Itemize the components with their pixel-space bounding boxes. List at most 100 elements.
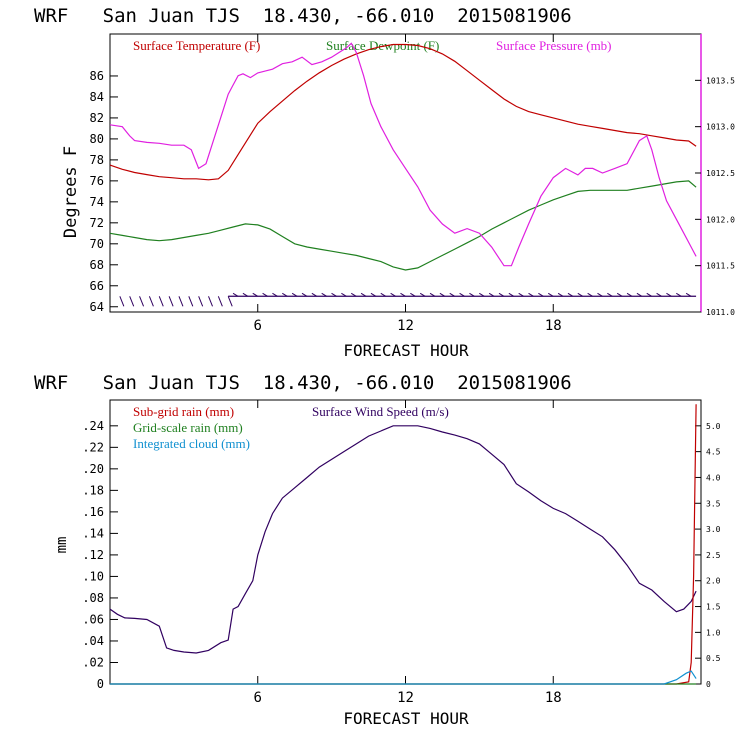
- wind-barb: [410, 292, 416, 297]
- y-tick-label: 74: [90, 195, 104, 209]
- y-tick-label: 64: [90, 300, 104, 314]
- wind-barb: [518, 292, 524, 297]
- wind-barb: [331, 292, 337, 297]
- y-tick-label: .24: [82, 419, 104, 433]
- y2-tick-label: 1011.5: [706, 262, 735, 271]
- wind-barb: [119, 296, 125, 307]
- bottom-x-axis-label: FORECAST HOUR: [343, 709, 469, 728]
- wind-barb: [557, 292, 564, 297]
- y2-tick-label: 1013.0: [706, 123, 735, 132]
- top-y-ticks: 64 66 68 70 72 74 76 78 80 82 84 86: [90, 69, 118, 314]
- wind-barb: [311, 292, 318, 297]
- x-tick-label: 18: [545, 318, 562, 334]
- y-tick-label: .14: [82, 526, 104, 540]
- wind-barb: [139, 296, 145, 307]
- wind-barb: [380, 292, 387, 297]
- wind-barb: [685, 292, 692, 297]
- y2-tick-label: 1.5: [706, 603, 721, 612]
- y-tick-label: .10: [82, 569, 104, 583]
- x-tick-label: 12: [397, 690, 414, 706]
- y2-tick-label: 5.0: [706, 422, 721, 431]
- y2-tick-label: 4.0: [706, 473, 721, 482]
- legend-gridscale-rain: Grid-scale rain (mm): [133, 420, 243, 435]
- x-tick-label: 6: [254, 690, 262, 706]
- wind-barb: [479, 292, 485, 297]
- wind-barb: [272, 292, 278, 297]
- wind-barb: [616, 292, 623, 297]
- wind-barb: [208, 296, 213, 307]
- y-tick-label: .20: [82, 462, 104, 476]
- top-y-axis-label: Degrees F: [61, 146, 81, 238]
- y-tick-label: .18: [82, 483, 104, 497]
- wind-barb: [449, 292, 456, 297]
- top-x-axis-label: FORECAST HOUR: [343, 341, 469, 360]
- bottom-y-ticks: 0 .02 .04 .06 .08 .10 .12 .14 .16 .18 .20 .22 .24: [82, 419, 118, 691]
- legend-surface-wind-speed: Surface Wind Speed (m/s): [312, 404, 449, 419]
- wind-barb: [676, 292, 682, 297]
- temperature-pressure-panel: WRF San Juan TJS 18.430, -66.010 2015081…: [34, 5, 735, 360]
- wind-barb: [538, 292, 544, 297]
- y-tick-label: 68: [90, 258, 104, 272]
- y2-tick-label: 3.0: [706, 525, 721, 534]
- wind-barb: [148, 296, 154, 307]
- wind-barb: [469, 292, 475, 297]
- bottom-legend: Sub-grid rain (mm) Grid-scale rain (mm) …: [133, 404, 449, 451]
- y-tick-label: .04: [82, 634, 104, 648]
- x-tick-label: 18: [545, 690, 562, 706]
- wind-barb: [262, 292, 268, 297]
- wind-barb: [129, 296, 135, 307]
- top-chart-title: WRF San Juan TJS 18.430, -66.010 2015081…: [34, 5, 572, 27]
- wind-barb: [400, 292, 406, 297]
- wind-barb: [217, 296, 223, 307]
- wind-barb: [459, 292, 465, 297]
- wind-barb: [232, 292, 239, 297]
- y2-tick-label: 1012.0: [706, 215, 735, 224]
- y-tick-label: .02: [82, 655, 104, 669]
- legend-integrated-cloud: Integrated cloud (mm): [133, 436, 250, 451]
- legend-subgrid-rain: Sub-grid rain (mm): [133, 404, 234, 419]
- x-tick-label: 12: [397, 318, 414, 334]
- y-tick-label: 78: [90, 153, 104, 167]
- wind-barb: [597, 292, 603, 297]
- y-tick-label: 70: [90, 237, 104, 251]
- wind-barb: [498, 292, 505, 297]
- series-surface-temperature-f: [109, 43, 697, 181]
- y-tick-label: 84: [90, 90, 104, 104]
- wind-barbs: [119, 292, 697, 307]
- bottom-y2-ticks: 0 0.5 1.0 1.5 2.0 2.5 3.0 3.5 4.0 4.5 5.0: [695, 422, 721, 689]
- y-tick-label: 82: [90, 111, 104, 125]
- series-integrated-cloud-mm: [110, 670, 697, 685]
- wind-barb: [282, 292, 288, 297]
- y-tick-label: 80: [90, 132, 104, 146]
- wind-barb: [429, 292, 436, 297]
- y2-tick-label: 1011.0: [706, 308, 735, 317]
- bottom-series-group: [109, 404, 697, 685]
- y2-tick-label: 1.0: [706, 628, 721, 637]
- precipitation-wind-panel: WRF San Juan TJS 18.430, -66.010 2015081…: [34, 372, 721, 728]
- wind-barb: [439, 292, 446, 297]
- bottom-chart-title: WRF San Juan TJS 18.430, -66.010 2015081…: [34, 372, 572, 394]
- top-x-ticks: 6 12 18: [254, 34, 562, 334]
- y2-tick-label: 1012.5: [706, 169, 735, 178]
- wind-barb: [301, 292, 308, 297]
- y-tick-label: 66: [90, 279, 104, 293]
- y-tick-label: 72: [90, 216, 104, 230]
- wind-barb: [390, 292, 396, 297]
- wind-barb: [341, 292, 347, 297]
- wind-barb: [567, 292, 574, 297]
- y-tick-label: 86: [90, 69, 104, 83]
- wind-barb: [370, 292, 377, 297]
- y-tick-label: .06: [82, 612, 104, 626]
- series-surface-dewpoint-f: [109, 180, 697, 271]
- wind-barb: [626, 292, 633, 297]
- y-tick-label: .16: [82, 505, 104, 519]
- wind-barb: [666, 292, 672, 297]
- wind-barb: [198, 296, 204, 307]
- top-y2-ticks: 1011.0 1011.5 1012.0 1012.5 1013.0 1013.5: [695, 76, 735, 317]
- y2-tick-label: 0.5: [706, 654, 721, 663]
- wind-barb: [528, 292, 534, 297]
- top-legend: Surface Temperature (F) Surface Dewpoint…: [133, 38, 612, 53]
- y-tick-label: 76: [90, 174, 104, 188]
- wind-barb: [419, 292, 426, 297]
